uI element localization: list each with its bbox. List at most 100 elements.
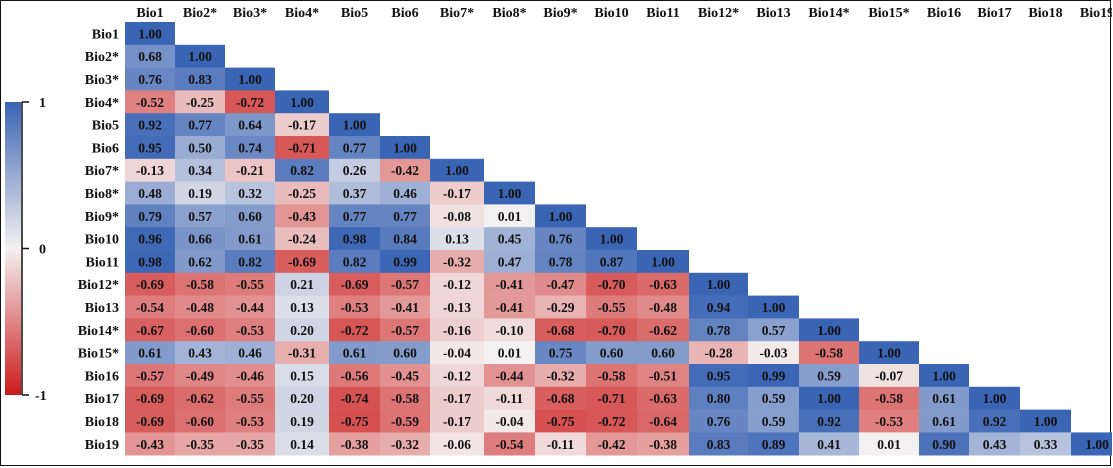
heatmap-cell bbox=[275, 364, 329, 388]
cell-value-label: -0.17 bbox=[288, 118, 316, 133]
heatmap-cell bbox=[175, 432, 225, 456]
cell-value-label: -0.54 bbox=[495, 437, 523, 452]
heatmap-cell bbox=[919, 432, 969, 456]
heatmap-cell bbox=[329, 386, 380, 410]
cell-value-label: -0.74 bbox=[340, 391, 368, 406]
column-label-bio13: Bio13 bbox=[756, 6, 790, 21]
cell-value-label: -0.46 bbox=[236, 368, 264, 383]
cell-value-label: -0.29 bbox=[546, 300, 574, 315]
heatmap-cell bbox=[175, 90, 225, 114]
heatmap-cell bbox=[175, 136, 225, 160]
cell-value-label: 1.00 bbox=[343, 118, 367, 133]
cell-value-label: -0.16 bbox=[443, 323, 471, 338]
heatmap-cell bbox=[225, 295, 275, 319]
heatmap-cell bbox=[275, 136, 329, 160]
cell-value-label: 0.87 bbox=[600, 254, 624, 269]
heatmap-cell bbox=[586, 364, 637, 388]
cell-value-label: -0.43 bbox=[136, 437, 164, 452]
cell-value-label: -0.28 bbox=[704, 346, 732, 361]
cell-value-label: 0.75 bbox=[549, 346, 573, 361]
heatmap-cell bbox=[329, 272, 380, 296]
heatmap-cell bbox=[535, 272, 586, 296]
cell-value-label: -0.41 bbox=[495, 277, 523, 292]
heatmap-cell bbox=[586, 409, 637, 433]
cell-value-label: -0.58 bbox=[597, 368, 625, 383]
column-label-bio9-star: Bio9* bbox=[543, 6, 577, 21]
cell-value-label: -0.48 bbox=[649, 300, 677, 315]
cell-value-label: -0.69 bbox=[288, 254, 316, 269]
heatmap-cell bbox=[175, 364, 225, 388]
cell-value-label: -0.38 bbox=[649, 437, 677, 452]
heatmap-cell bbox=[329, 409, 380, 433]
cell-value-label: -0.72 bbox=[340, 323, 368, 338]
heatmap-cell bbox=[1020, 409, 1071, 433]
heatmap-cell bbox=[535, 227, 586, 251]
heatmap-cell bbox=[748, 409, 799, 433]
cell-value-label: 0.19 bbox=[290, 414, 314, 429]
cell-value-label: -0.58 bbox=[186, 277, 214, 292]
cell-value-label: 0.83 bbox=[707, 437, 731, 452]
heatmap-cell bbox=[689, 364, 748, 388]
cell-value-label: 0.77 bbox=[343, 140, 367, 155]
heatmap-cell bbox=[586, 250, 637, 274]
heatmap-cell bbox=[799, 386, 859, 410]
cell-value-label: -0.59 bbox=[391, 414, 419, 429]
cell-value-label: 0.15 bbox=[290, 368, 314, 383]
heatmap-cell bbox=[329, 318, 380, 342]
heatmap-cell bbox=[225, 158, 275, 182]
cell-value-label: 1.00 bbox=[188, 49, 212, 64]
cell-value-label: 1.00 bbox=[1034, 414, 1058, 429]
cell-value-label: -0.08 bbox=[443, 209, 471, 224]
heatmap-cell bbox=[969, 386, 1020, 410]
row-label-bio6: Bio6 bbox=[92, 141, 119, 156]
heatmap-cell bbox=[484, 318, 535, 342]
cell-value-label: 0.98 bbox=[343, 232, 367, 247]
heatmap-cell bbox=[430, 386, 484, 410]
cell-value-label: -0.75 bbox=[340, 414, 368, 429]
heatmap-cell bbox=[1020, 432, 1071, 456]
heatmap-cell bbox=[380, 227, 430, 251]
heatmap-cell bbox=[637, 295, 689, 319]
row-label-bio10: Bio10 bbox=[85, 233, 119, 248]
cell-value-label: 0.50 bbox=[188, 140, 212, 155]
heatmap-cell bbox=[1071, 432, 1112, 456]
cell-value-label: -0.35 bbox=[186, 437, 214, 452]
cell-value-label: 0.60 bbox=[393, 346, 417, 361]
cell-value-label: -0.11 bbox=[547, 437, 575, 452]
row-label-bio15-star: Bio15* bbox=[78, 347, 119, 362]
column-labels: Bio1 Bio2* Bio3* Bio4* Bio5 Bio6 Bio7* Bio8* Bio… bbox=[136, 6, 1112, 21]
heatmap-cell bbox=[125, 272, 175, 296]
heatmap-cell bbox=[125, 158, 175, 182]
cell-value-label: 0.57 bbox=[188, 209, 212, 224]
cell-value-label: 0.34 bbox=[188, 163, 212, 178]
heatmap-cell bbox=[225, 272, 275, 296]
cell-value-label: -0.60 bbox=[186, 323, 214, 338]
cell-value-label: -0.58 bbox=[875, 391, 903, 406]
cell-value-label: 0.94 bbox=[707, 300, 731, 315]
heatmap-cell bbox=[275, 90, 329, 114]
heatmap-cell bbox=[484, 432, 535, 456]
cell-value-label: -0.07 bbox=[875, 368, 903, 383]
cell-value-label: -0.44 bbox=[236, 300, 264, 315]
column-label-bio4-star: Bio4* bbox=[285, 6, 319, 21]
heatmap-cell bbox=[799, 432, 859, 456]
row-label-bio2-star: Bio2* bbox=[85, 50, 119, 65]
cell-value-label: 0.61 bbox=[932, 414, 956, 429]
column-label-bio10: Bio10 bbox=[594, 6, 628, 21]
cell-value-label: 0.95 bbox=[138, 140, 162, 155]
heatmap-cell bbox=[586, 227, 637, 251]
heatmap-cell bbox=[225, 250, 275, 274]
cell-value-label: 0.37 bbox=[343, 186, 367, 201]
heatmap-cell bbox=[175, 158, 225, 182]
cell-value-label: 0.14 bbox=[290, 437, 314, 452]
heatmap-cell bbox=[969, 432, 1020, 456]
row-label-bio5: Bio5 bbox=[92, 119, 119, 134]
heatmap-cell bbox=[275, 227, 329, 251]
cell-value-label: -0.17 bbox=[443, 414, 471, 429]
cell-value-label: 1.00 bbox=[877, 346, 901, 361]
cell-value-label: 0.01 bbox=[498, 346, 522, 361]
heatmap-cell bbox=[535, 409, 586, 433]
cell-value-label: -0.12 bbox=[443, 368, 471, 383]
cell-value-label: -0.47 bbox=[546, 277, 574, 292]
heatmap-cell bbox=[125, 136, 175, 160]
